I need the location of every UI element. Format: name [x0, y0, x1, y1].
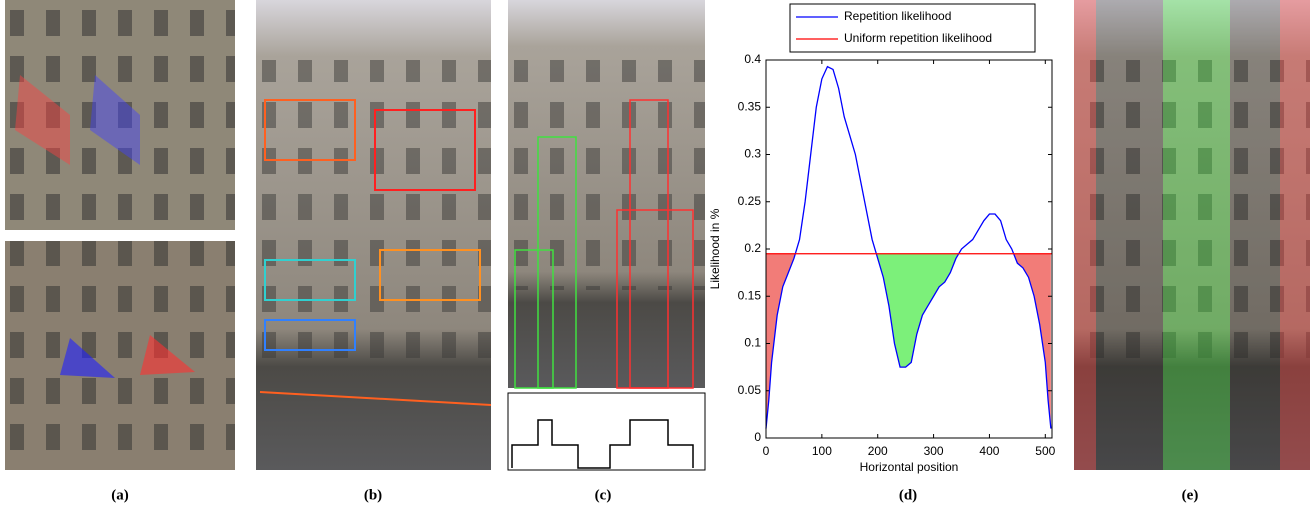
figure: 0 0.05 0.1 0.15 0.2 0.25 0.3 0.35 0.4 0 100 200 300 4…	[0, 0, 1312, 516]
y-tick-label: 0	[754, 430, 761, 444]
y-tick-label: 0.25	[738, 194, 762, 208]
photo-c	[508, 0, 705, 470]
x-tick-label: 100	[812, 444, 832, 458]
x-tick-label: 200	[868, 444, 888, 458]
legend-label: Repetition likelihood	[844, 9, 951, 23]
y-tick-label: 0.15	[738, 288, 762, 302]
photo-a	[5, 0, 235, 470]
panel-label: (b)	[364, 487, 382, 503]
y-tick-label: 0.05	[738, 383, 762, 397]
panel-label: (e)	[1182, 487, 1199, 503]
panel-labels: (a) (b) (c) (d) (e)	[111, 487, 1198, 503]
x-tick-label: 500	[1035, 444, 1055, 458]
y-tick-label: 0.35	[738, 99, 762, 113]
x-tick-label: 300	[924, 444, 944, 458]
panel-label: (d)	[899, 487, 917, 503]
y-tick-label: 0.1	[744, 336, 761, 350]
chart: 0 0.05 0.1 0.15 0.2 0.25 0.3 0.35 0.4 0 100 200 300 4…	[708, 4, 1055, 474]
x-axis-label: Horizontal position	[860, 460, 959, 474]
y-axis-label: Likelihood in %	[708, 208, 722, 289]
photo-e	[1074, 0, 1310, 470]
y-tick-label: 0.2	[744, 241, 761, 255]
y-tick-label: 0.3	[744, 147, 761, 161]
panel-label: (a)	[111, 487, 129, 503]
y-tick-label: 0.4	[744, 52, 761, 66]
plot-area	[766, 60, 1052, 438]
x-tick-label: 400	[979, 444, 999, 458]
x-tick-label: 0	[763, 444, 770, 458]
photo-b	[256, 0, 491, 470]
panel-label: (c)	[595, 487, 612, 503]
legend-label: Uniform repetition likelihood	[844, 31, 992, 45]
